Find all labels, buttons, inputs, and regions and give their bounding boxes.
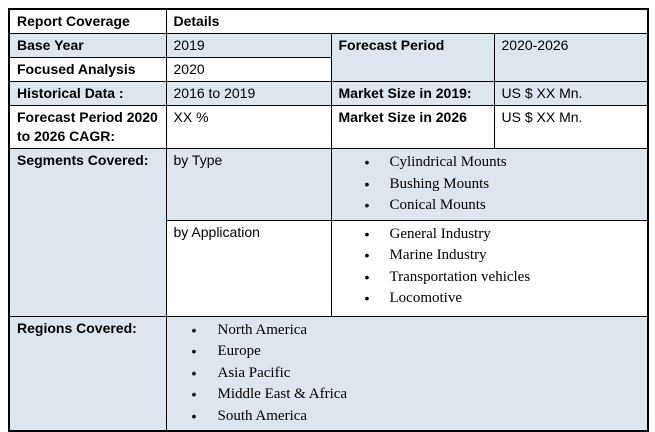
regions-list: North AmericaEuropeAsia PacificMiddle Ea… [174, 321, 641, 427]
report-coverage-table: Report Coverage Details Base Year 2019 F… [8, 8, 650, 432]
row-regions-covered: Regions Covered: North AmericaEuropeAsia… [8, 315, 649, 432]
cell-forecast-period-value: 2020-2026 [493, 33, 649, 82]
cell-by-application-label: by Application [165, 219, 332, 317]
cell-forecast-period-label: Forecast Period [330, 33, 495, 82]
cell-forecast-cagr-value: XX % [165, 105, 332, 149]
row-forecast-cagr: Forecast Period 2020 to 2026 CAGR: XX % … [8, 105, 649, 149]
cell-market-size-2019-label: Market Size in 2019: [330, 81, 495, 106]
row-base-year: Base Year 2019 Forecast Period 2020-2026 [8, 33, 649, 82]
row-historical-data: Historical Data : 2016 to 2019 Market Si… [8, 81, 649, 106]
cell-by-type-items: Cylindrical MountsBushing MountsConical … [330, 148, 649, 221]
cell-focused-analysis-label: Focused Analysis [8, 57, 167, 82]
cell-historical-data-label: Historical Data : [8, 81, 167, 106]
list-item: Middle East & Africa [174, 385, 641, 405]
list-item: Transportation vehicles [339, 268, 641, 288]
row-segments-by-type: Segments Covered: by Type Cylindrical Mo… [8, 148, 649, 317]
cell-market-size-2019-value: US $ XX Mn. [493, 81, 649, 106]
cell-regions-covered-label: Regions Covered: [8, 315, 167, 432]
list-item: Conical Mounts [339, 196, 641, 216]
cell-segments-covered-label: Segments Covered: [8, 148, 167, 317]
list-item: Cylindrical Mounts [339, 153, 641, 173]
cell-details: Details [165, 8, 649, 34]
cell-base-year-value: 2019 [165, 33, 332, 58]
list-item: North America [174, 321, 641, 341]
row-header: Report Coverage Details [8, 8, 649, 34]
cell-market-size-2026-label: Market Size in 2026 [330, 105, 495, 149]
row-segments-by-application: by Application General IndustryMarine In… [9, 219, 649, 317]
list-item: South America [174, 407, 641, 427]
list-item: Marine Industry [339, 246, 641, 266]
by-type-list: Cylindrical MountsBushing MountsConical … [339, 153, 641, 216]
list-item: Bushing Mounts [339, 175, 641, 195]
cell-market-size-2026-value: US $ XX Mn. [493, 105, 649, 149]
cell-report-coverage: Report Coverage [8, 8, 167, 34]
cell-forecast-cagr-label: Forecast Period 2020 to 2026 CAGR: [8, 105, 167, 149]
list-item: Europe [174, 342, 641, 362]
cell-regions-covered-items: North AmericaEuropeAsia PacificMiddle Ea… [165, 315, 649, 432]
cell-historical-data-value: 2016 to 2019 [165, 81, 332, 106]
row-focused-analysis: Focused Analysis 2020 [8, 57, 648, 82]
cell-by-type-label: by Type [165, 148, 332, 221]
cell-by-application-items: General IndustryMarine IndustryTransport… [330, 219, 649, 317]
list-item: Locomotive [339, 289, 641, 309]
cell-focused-analysis-value: 2020 [165, 57, 332, 82]
list-item: General Industry [339, 225, 641, 245]
cell-base-year-label: Base Year [8, 33, 167, 58]
list-item: Asia Pacific [174, 364, 641, 384]
by-application-list: General IndustryMarine IndustryTransport… [339, 225, 641, 309]
